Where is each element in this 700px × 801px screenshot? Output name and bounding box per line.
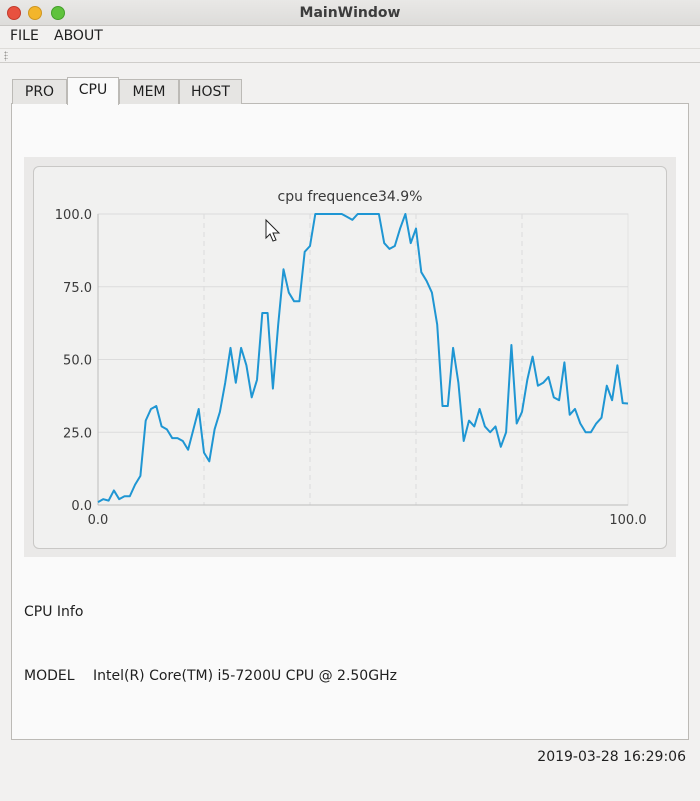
close-window-button[interactable] (7, 6, 21, 20)
tab-mem[interactable]: MEM (119, 79, 179, 104)
tab-cpu[interactable]: CPU (67, 77, 119, 105)
chart-series (97, 213, 629, 503)
tab-host[interactable]: HOST (179, 79, 242, 104)
y-tick-label: 75.0 (63, 281, 92, 296)
toolbar-grip-handle[interactable] (4, 51, 8, 61)
chart-axes: 0.0 25.0 50.0 75.0 100.0 0.0 100.0 (55, 208, 647, 528)
title-bar: MainWindow (0, 0, 700, 26)
cpu-usage-series-line (97, 213, 629, 503)
chart-title: cpu frequence34.9% (278, 189, 423, 205)
chart-plot-frame (33, 166, 667, 549)
menu-about[interactable]: ABOUT (54, 28, 103, 44)
status-timestamp: 2019-03-28 16:29:06 (537, 749, 686, 765)
chart-grid (97, 213, 629, 506)
x-tick-label: 0.0 (88, 513, 109, 528)
y-tick-label: 50.0 (63, 354, 92, 369)
x-tick-label: 100.0 (609, 513, 646, 528)
cpu-info-heading: CPU Info (24, 604, 84, 620)
maximize-window-button[interactable] (51, 6, 65, 20)
tab-pro[interactable]: PRO (12, 79, 67, 104)
minimize-window-button[interactable] (28, 6, 42, 20)
window-title: MainWindow (299, 5, 401, 21)
model-label: MODEL (24, 668, 75, 684)
menu-bar: FILE ABOUT (0, 26, 700, 48)
model-value: Intel(R) Core(TM) i5-7200U CPU @ 2.50GHz (93, 668, 397, 684)
menu-file[interactable]: FILE (10, 28, 39, 44)
y-tick-label: 0.0 (71, 499, 92, 514)
y-tick-label: 100.0 (55, 208, 92, 223)
y-tick-label: 25.0 (63, 426, 92, 441)
toolbar (0, 48, 700, 63)
mouse-pointer-icon (265, 218, 281, 242)
